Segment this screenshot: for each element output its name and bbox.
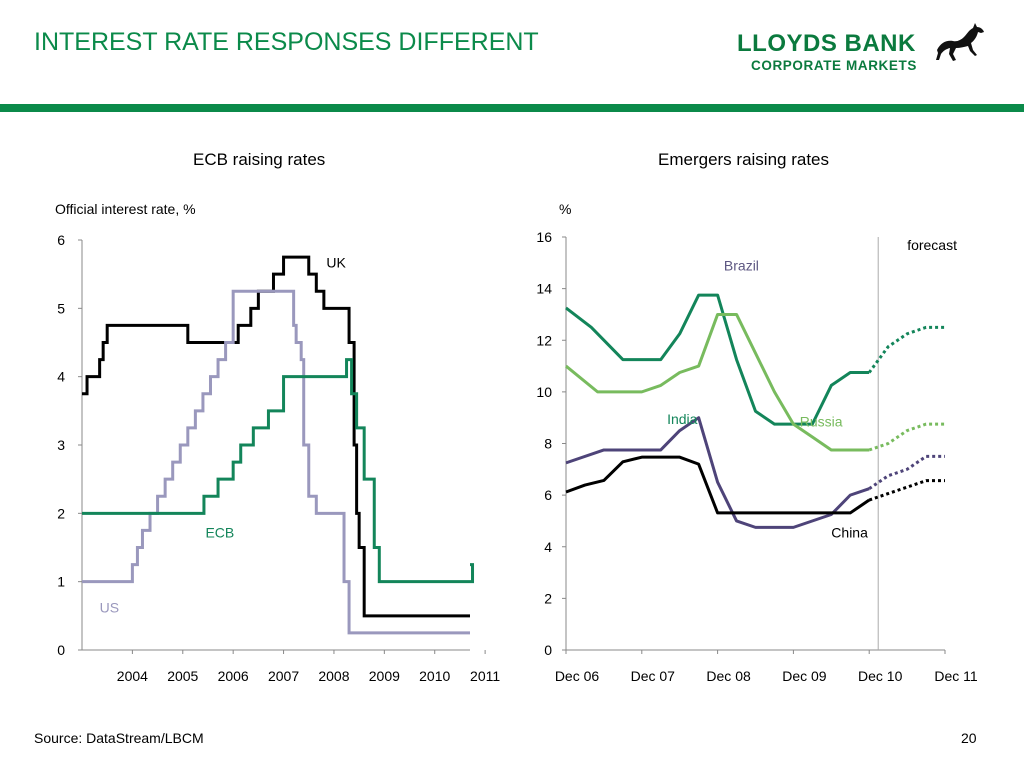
right-y-axis-label: % (559, 201, 572, 217)
right-y-tick-label: 6 (544, 487, 552, 503)
right-y-tick-label: 2 (544, 590, 552, 606)
left-x-tick-label: 2010 (419, 668, 450, 684)
series-line-uk (82, 255, 470, 618)
left-y-tick-label: 5 (57, 300, 65, 316)
left-y-tick-label: 0 (57, 642, 65, 658)
right-chart: 0 2 4 6 8 10 12 14 16 Dec 06 Dec 07 Dec 08 Dec 09 Dec… (536, 229, 977, 684)
right-y-tick-label: 8 (544, 436, 552, 452)
left-x-tick-label: 2008 (318, 668, 349, 684)
right-x-tick-label: Dec 07 (631, 668, 676, 684)
left-chart: 0 1 2 3 4 5 6 2004 2005 2006 2007 2008 2009 2010 2011 U… (57, 232, 500, 684)
left-y-tick-label: 2 (57, 505, 65, 521)
right-y-tick-label: 16 (536, 229, 552, 245)
header-divider (0, 104, 1024, 112)
forecast-label: forecast (907, 237, 957, 253)
series-line-ecb (82, 358, 475, 584)
left-x-tick-label: 2009 (369, 668, 400, 684)
left-y-tick-label: 1 (57, 574, 65, 590)
logo-subtitle: CORPORATE MARKETS (751, 58, 917, 73)
right-x-tick-label: Dec 09 (782, 668, 827, 684)
right-x-tick-label: Dec 10 (858, 668, 903, 684)
bank-logo: LLOYDS BANK CORPORATE MARKETS (737, 23, 997, 76)
right-x-tick-label: Dec 11 (934, 668, 978, 684)
left-y-tick-label: 4 (57, 369, 65, 385)
slide-title: INTEREST RATE RESPONSES DIFFERENT (34, 28, 539, 56)
series-line-brazil (565, 293, 870, 426)
series-label-russia: Russia (800, 414, 843, 430)
series-label-india: India (667, 411, 698, 427)
series-forecast-russia (868, 422, 945, 452)
series-line-china (565, 455, 871, 515)
series-forecast-india (868, 454, 945, 490)
series-label-uk: UK (326, 254, 346, 270)
right-y-tick-label: 14 (536, 281, 552, 297)
left-y-tick-label: 6 (57, 232, 65, 248)
series-forecast-brazil (867, 325, 945, 374)
source-note: Source: DataStream/LBCM (34, 730, 204, 746)
series-label-china: China (831, 525, 868, 541)
left-x-tick-label: 2005 (167, 668, 198, 684)
left-x-tick-label: 2004 (117, 668, 148, 684)
page-number: 20 (961, 730, 977, 746)
black-horse-icon (936, 23, 984, 61)
series-label-ecb: ECB (205, 524, 234, 540)
right-x-tick-label: Dec 08 (706, 668, 751, 684)
left-y-axis-label: Official interest rate, % (55, 201, 196, 217)
left-y-tick-label: 3 (57, 437, 65, 453)
series-line-india (565, 416, 870, 529)
series-label-brazil: Brazil (724, 258, 759, 274)
logo-wordmark: LLOYDS BANK (737, 30, 916, 57)
right-chart-title: Emergers raising rates (658, 150, 830, 169)
series-forecast-china (868, 479, 945, 502)
left-chart-title: ECB raising rates (193, 150, 326, 169)
right-y-tick-label: 10 (536, 384, 552, 400)
right-y-tick-label: 0 (544, 642, 552, 658)
left-x-tick-label: 2011 (470, 668, 500, 684)
left-x-tick-label: 2007 (268, 668, 299, 684)
right-x-tick-label: Dec 06 (555, 668, 600, 684)
series-line-russia (565, 312, 870, 452)
right-y-tick-label: 12 (536, 332, 552, 348)
right-y-tick-label: 4 (544, 539, 552, 555)
left-x-tick-label: 2006 (218, 668, 249, 684)
series-label-us: US (100, 599, 119, 615)
